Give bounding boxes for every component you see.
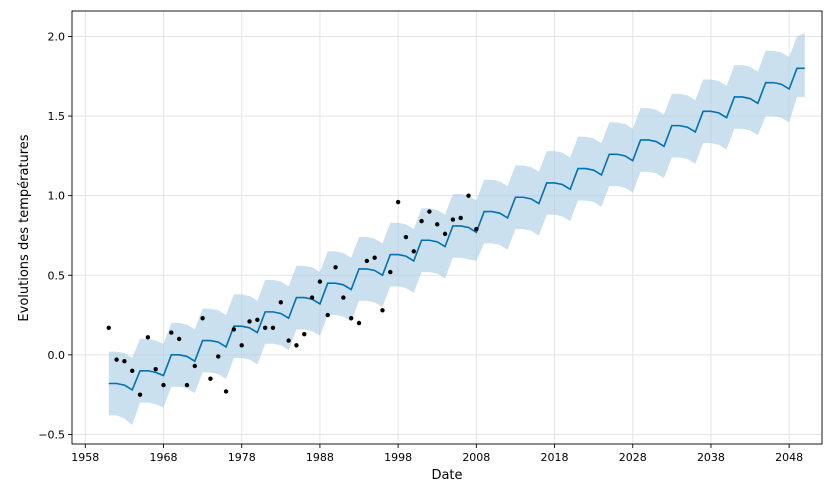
observed-point: [294, 343, 299, 348]
observed-point: [466, 193, 471, 198]
observed-point: [325, 312, 330, 318]
observed-point: [419, 218, 424, 224]
observed-point: [247, 319, 252, 324]
observed-point: [223, 389, 229, 394]
observed-point: [184, 382, 190, 388]
observed-point: [309, 295, 315, 300]
observed-point: [262, 325, 268, 330]
y-tick-label: 1.5: [48, 110, 66, 123]
observed-point: [231, 327, 237, 332]
observed-point: [176, 336, 182, 342]
y-tick-label: 0.0: [48, 349, 66, 362]
y-tick-label: 1.0: [48, 190, 66, 203]
y-tick-label: 2.0: [48, 30, 66, 43]
observed-point: [458, 215, 463, 221]
observed-point: [255, 317, 260, 323]
observed-point: [192, 363, 197, 369]
x-tick-label: 2048: [775, 451, 803, 464]
observed-point: [302, 331, 307, 337]
x-tick-label: 1968: [150, 451, 178, 464]
observed-point: [403, 234, 409, 240]
observed-point: [474, 226, 479, 232]
observed-point: [442, 231, 448, 237]
observed-point: [153, 366, 158, 372]
x-tick-label: 2018: [541, 451, 569, 464]
y-tick-label: −0.5: [38, 428, 65, 441]
observed-points: [106, 193, 479, 397]
observed-point: [106, 325, 111, 330]
observed-point: [145, 335, 151, 340]
x-tick-label: 1988: [306, 451, 334, 464]
x-tick-label: 2028: [619, 451, 647, 464]
x-tick-label: 1958: [71, 451, 99, 464]
plot-frame: [71, 10, 823, 445]
observed-point: [161, 382, 166, 388]
x-axis-label: Date: [431, 468, 462, 483]
observed-point: [349, 316, 354, 321]
observed-point: [216, 354, 221, 359]
uncertainty-band: [108, 33, 805, 425]
observed-point: [239, 343, 244, 348]
observed-point: [286, 338, 291, 343]
observed-point: [372, 255, 377, 260]
observed-point: [450, 217, 456, 222]
observed-point: [200, 316, 205, 321]
forecast-line: [108, 67, 805, 392]
observed-point: [278, 300, 284, 305]
observed-point: [169, 330, 174, 335]
x-tick-label: 2008: [462, 451, 490, 464]
x-tick-label: 1998: [384, 451, 412, 464]
observed-point: [364, 258, 370, 264]
observed-point: [317, 279, 323, 284]
observed-point: [395, 199, 401, 205]
observed-point: [130, 368, 135, 373]
observed-point: [270, 325, 276, 330]
observed-point: [388, 269, 393, 275]
observed-point: [122, 359, 127, 364]
observed-point: [427, 209, 432, 214]
observed-point: [356, 320, 362, 326]
x-tick-label: 1978: [228, 451, 256, 464]
observed-point: [137, 392, 143, 397]
observed-point: [114, 357, 119, 362]
observed-point: [208, 376, 213, 381]
y-axis-label: Evolutions des températures: [17, 134, 32, 321]
y-axis-ticks: −0.5 0.0 0.5 1.0 1.5 2.0: [38, 30, 72, 441]
observed-point: [435, 222, 440, 227]
x-axis-ticks: 1958 1968 1978 1988 1998 2008 2018 2028 2038 2048: [71, 444, 803, 464]
observed-point: [411, 249, 416, 254]
observed-point: [341, 295, 346, 300]
y-tick-label: 0.5: [48, 269, 66, 282]
observed-point: [333, 265, 338, 270]
observed-point: [380, 308, 385, 313]
x-tick-label: 2038: [697, 451, 725, 464]
